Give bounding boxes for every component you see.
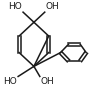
Text: OH: OH bbox=[46, 2, 60, 11]
Text: HO: HO bbox=[3, 77, 17, 86]
Text: HO: HO bbox=[8, 2, 22, 11]
Text: OH: OH bbox=[41, 77, 55, 86]
